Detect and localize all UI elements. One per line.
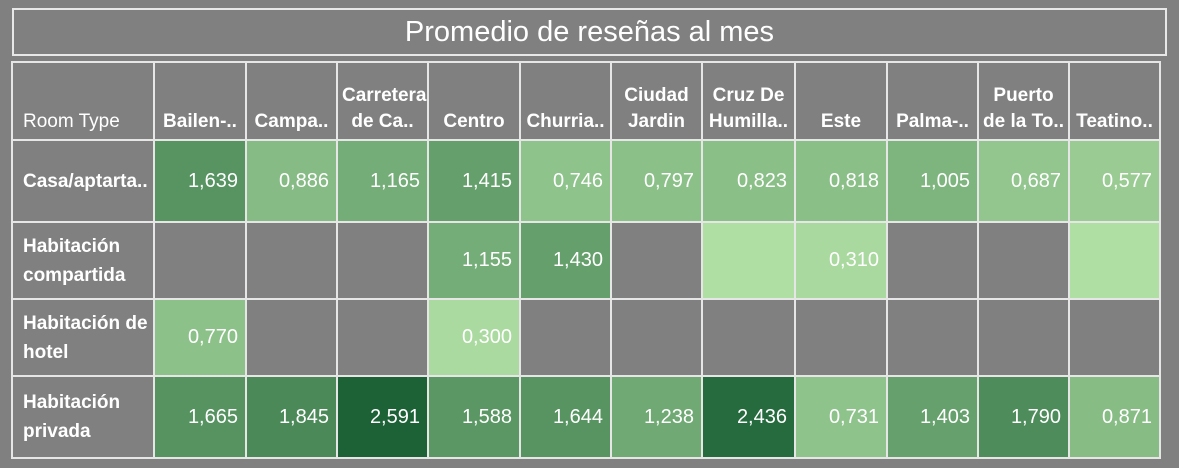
heatmap-cell: 2,436: [701, 375, 796, 459]
heatmap-cell: 0,577: [1068, 139, 1161, 223]
heatmap-cell: 0,823: [701, 139, 796, 223]
chart-title: Promedio de reseñas al mes: [12, 8, 1167, 56]
row-header: Casa/aptarta..: [11, 139, 155, 223]
table-row: Habitación de hotel 0,770 0,300: [11, 298, 1161, 377]
heatmap-cell: 0,818: [794, 139, 888, 223]
heatmap-cell: [701, 298, 796, 377]
row-header-label: Room Type: [11, 61, 155, 141]
heatmap-cell: 1,790: [977, 375, 1070, 459]
heatmap-cell: 1,644: [519, 375, 612, 459]
heatmap-cell: 1,430: [519, 221, 612, 300]
column-header: Carretera de Ca..: [336, 61, 429, 141]
table-row: Habitación privada 1,665 1,845 2,591 1,588 1,…: [11, 375, 1161, 459]
heatmap-table: Room Type Bailen-.. Campa.. Carretera de C…: [11, 61, 1161, 459]
heatmap-cell: 1,165: [336, 139, 429, 223]
heatmap-cell: 1,155: [427, 221, 521, 300]
heatmap-cell: 0,310: [794, 221, 888, 300]
row-header: Habitación compartida: [11, 221, 155, 300]
heatmap-cell: [336, 221, 429, 300]
heatmap-cell: 1,403: [886, 375, 979, 459]
heatmap-cell: 1,665: [153, 375, 247, 459]
row-header: Habitación de hotel: [11, 298, 155, 377]
column-header: Ciudad Jardin: [610, 61, 703, 141]
column-header: Centro: [427, 61, 521, 141]
column-header: Palma-..: [886, 61, 979, 141]
row-header: Habitación privada: [11, 375, 155, 459]
heatmap-cell: 0,731: [794, 375, 888, 459]
heatmap-cell: 2,591: [336, 375, 429, 459]
heatmap-cell: [336, 298, 429, 377]
heatmap-cell: [977, 221, 1070, 300]
heatmap-cell: [794, 298, 888, 377]
column-header: Campa..: [245, 61, 338, 141]
heatmap-cell: [701, 221, 796, 300]
heatmap-cell: [245, 221, 338, 300]
heatmap-cell: 0,797: [610, 139, 703, 223]
column-header: Cruz De Humilla..: [701, 61, 796, 141]
heatmap-cell: 1,588: [427, 375, 521, 459]
heatmap-cell: [519, 298, 612, 377]
heatmap-cell: [610, 298, 703, 377]
heatmap-cell: [886, 221, 979, 300]
heatmap-cell: 0,886: [245, 139, 338, 223]
table-row: Habitación compartida 1,155 1,430 0,310: [11, 221, 1161, 300]
heatmap-cell: 1,415: [427, 139, 521, 223]
heatmap-cell: [245, 298, 338, 377]
column-header: Puerto de la To..: [977, 61, 1070, 141]
column-header: Teatino..: [1068, 61, 1161, 141]
heatmap-cell: [1068, 298, 1161, 377]
table-row: Casa/aptarta.. 1,639 0,886 1,165 1,415 0,746 0…: [11, 139, 1161, 223]
heatmap-cell: [886, 298, 979, 377]
heatmap-cell: 1,238: [610, 375, 703, 459]
column-header: Este: [794, 61, 888, 141]
heatmap-cell: [1068, 221, 1161, 300]
heatmap-cell: 1,005: [886, 139, 979, 223]
heatmap-cell: [610, 221, 703, 300]
header-row: Room Type Bailen-.. Campa.. Carretera de C…: [11, 61, 1161, 141]
column-header: Churria..: [519, 61, 612, 141]
heatmap-cell: 1,845: [245, 375, 338, 459]
heatmap-cell: 1,639: [153, 139, 247, 223]
heatmap-cell: 0,687: [977, 139, 1070, 223]
column-header: Bailen-..: [153, 61, 247, 141]
heatmap-cell: [977, 298, 1070, 377]
heatmap-cell: 0,746: [519, 139, 612, 223]
heatmap-cell: [153, 221, 247, 300]
heatmap-cell: 0,871: [1068, 375, 1161, 459]
heatmap-cell: 0,300: [427, 298, 521, 377]
heatmap-cell: 0,770: [153, 298, 247, 377]
